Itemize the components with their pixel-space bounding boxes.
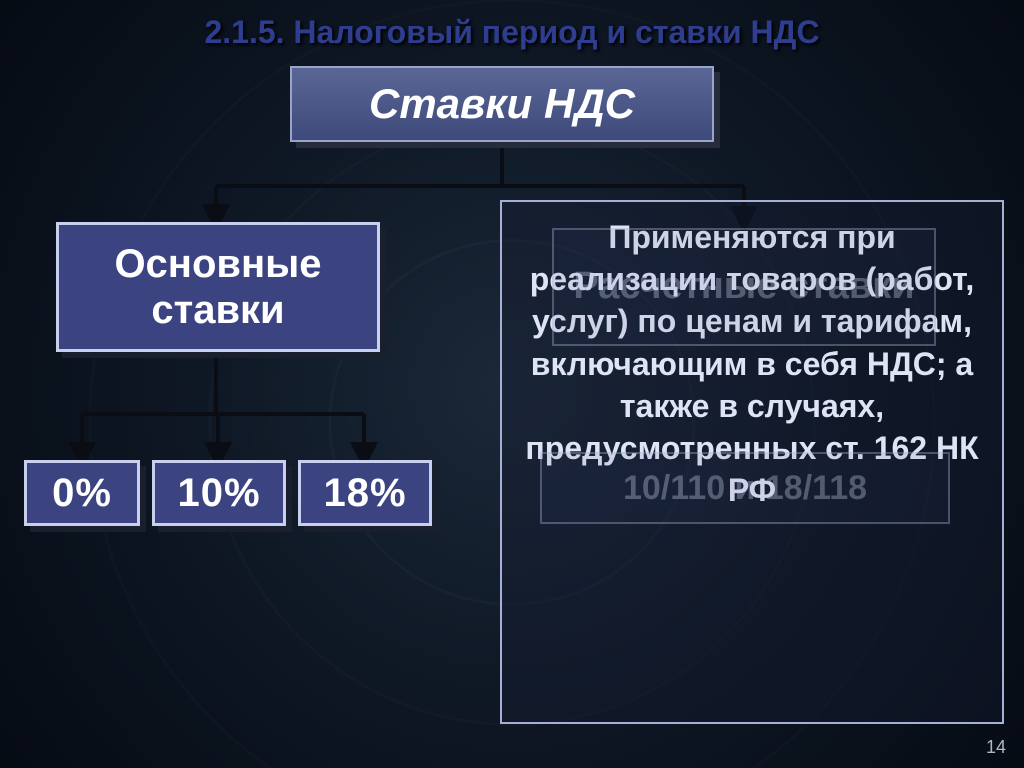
ghost-ratio-label: 10/110 и 18/118 [623,469,867,508]
node-rate-0-label: 0% [52,471,112,516]
node-root-label: Ставки НДС [369,80,635,128]
page-number: 14 [986,737,1006,758]
node-root-vat-rates: Ставки НДС [290,66,714,142]
node-main-label: Основные ставки [59,241,377,333]
ghost-box-calc-rates: Расчетные ставки [552,228,936,346]
ghost-calc-label: Расчетные ставки [573,266,914,308]
node-rate-10: 10% [152,460,286,526]
node-rate-10-label: 10% [177,471,260,516]
slide-title: 2.1.5. Налоговый период и ставки НДС [0,14,1024,51]
node-rate-18: 18% [298,460,432,526]
node-main-rates: Основные ставки [56,222,380,352]
ghost-box-ratios: 10/110 и 18/118 [540,452,950,524]
node-rate-18-label: 18% [323,471,406,516]
node-rate-0: 0% [24,460,140,526]
